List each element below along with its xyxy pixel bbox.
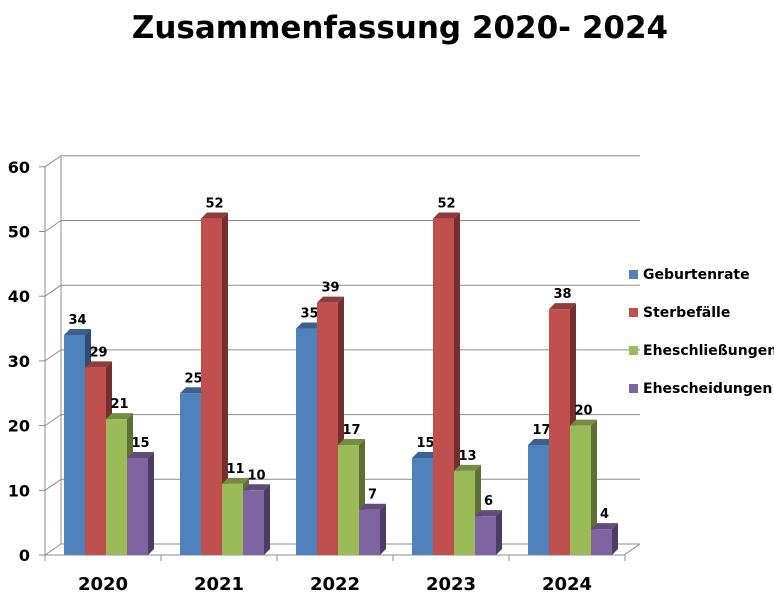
x-tick-label: 2024 — [542, 574, 592, 595]
bar — [180, 393, 201, 555]
bar — [359, 509, 380, 555]
chart-title: Zusammenfassung 2020- 2024 — [131, 10, 669, 46]
legend-label: Ehescheidungen — [643, 381, 772, 397]
bar-top — [64, 329, 91, 336]
bar-top — [201, 212, 228, 219]
bar-top — [433, 212, 460, 219]
bar — [317, 302, 338, 555]
y-tick-label: 0 — [19, 546, 30, 565]
bar-top — [296, 322, 323, 329]
data-label: 7 — [368, 488, 377, 503]
bar-top — [338, 439, 365, 446]
floor-edge — [623, 543, 641, 556]
bar-top — [570, 419, 597, 426]
y-tick-label: 60 — [8, 158, 30, 177]
data-label: 4 — [600, 507, 609, 522]
bar — [127, 457, 148, 555]
data-label: 17 — [342, 423, 360, 438]
bar — [222, 483, 243, 555]
y-tick-label: 40 — [8, 287, 30, 306]
legend-swatch — [629, 346, 638, 355]
data-label: 20 — [574, 404, 592, 419]
data-label: 17 — [532, 423, 550, 438]
bar-top — [127, 451, 154, 458]
bar-top — [85, 361, 112, 368]
data-label: 21 — [110, 397, 128, 412]
bar-side — [264, 484, 270, 555]
data-label: 39 — [321, 281, 339, 296]
bar — [64, 335, 85, 555]
data-label: 13 — [458, 449, 476, 464]
bar-side — [591, 419, 597, 555]
data-label: 15 — [131, 436, 149, 451]
legend-label: Geburtenrate — [643, 267, 750, 283]
bar-top — [243, 484, 270, 491]
bar — [528, 445, 549, 555]
bar — [201, 218, 222, 555]
data-label: 52 — [205, 197, 223, 212]
bar-side — [222, 212, 228, 555]
data-label: 11 — [226, 462, 244, 477]
bar-top — [454, 464, 481, 471]
legend-swatch — [629, 384, 638, 393]
gridline-side — [44, 543, 62, 556]
legend-swatch — [629, 270, 638, 279]
legend-swatch — [629, 308, 638, 317]
bar-side — [496, 510, 502, 555]
data-label: 6 — [484, 494, 493, 509]
gridline-side — [44, 284, 62, 297]
gridline-side — [44, 414, 62, 427]
data-label: 34 — [68, 313, 86, 328]
gridline-side — [44, 478, 62, 491]
bar-top — [180, 387, 207, 394]
bar-top — [106, 413, 133, 420]
x-tick-label: 2020 — [78, 574, 128, 595]
y-tick-label: 10 — [8, 481, 30, 500]
legend-label: Eheschließungen — [643, 343, 774, 359]
data-label: 52 — [437, 197, 455, 212]
data-label: 25 — [184, 371, 202, 386]
bar — [433, 218, 454, 555]
bar-top — [222, 477, 249, 484]
bar — [570, 425, 591, 555]
data-label: 38 — [553, 287, 571, 302]
legend-label: Sterbefälle — [643, 305, 730, 321]
data-label: 10 — [247, 468, 265, 483]
bar — [454, 470, 475, 555]
bar-top — [359, 503, 386, 510]
bar-side — [380, 503, 386, 555]
bar — [106, 419, 127, 555]
bar — [243, 490, 264, 555]
bar — [412, 457, 433, 555]
bar — [591, 529, 612, 555]
bar-side — [148, 451, 154, 555]
bar-side — [612, 523, 618, 555]
bar — [85, 367, 106, 555]
x-tick-label: 2021 — [194, 574, 244, 595]
data-label: 35 — [300, 307, 318, 322]
gridline-side — [44, 155, 62, 168]
gridline-side — [44, 349, 62, 362]
bar — [338, 445, 359, 555]
bar — [296, 328, 317, 555]
bar-top — [549, 303, 576, 310]
bar-top — [317, 296, 344, 303]
data-label: 15 — [416, 436, 434, 451]
y-tick-label: 20 — [8, 417, 30, 436]
bar-top — [412, 451, 439, 458]
x-tick-label: 2023 — [426, 574, 476, 595]
bar-top — [475, 510, 502, 517]
bar-top — [591, 523, 618, 530]
bar — [475, 516, 496, 555]
y-tick-label: 50 — [8, 223, 30, 242]
bar — [549, 309, 570, 555]
bar-top — [528, 439, 555, 446]
x-tick-label: 2022 — [310, 574, 360, 595]
gridline-side — [44, 220, 62, 232]
y-tick-label: 30 — [8, 352, 30, 371]
data-label: 29 — [89, 345, 107, 360]
